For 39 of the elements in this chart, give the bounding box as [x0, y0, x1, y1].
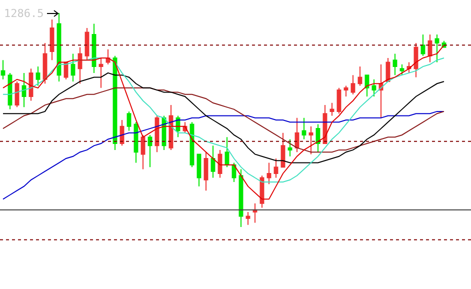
candlestick [308, 126, 314, 155]
candlestick [22, 72, 26, 108]
candlestick [0, 60, 6, 80]
candlestick [238, 168, 244, 228]
candlestick [428, 34, 432, 63]
candlestick [330, 102, 334, 116]
candlestick [148, 134, 152, 168]
candlestick [78, 46, 82, 84]
candlestick [302, 117, 306, 140]
candlestick [246, 211, 250, 226]
candlestick [126, 110, 132, 132]
candlestick [36, 66, 40, 86]
candlestick [294, 117, 300, 153]
candlestick [196, 154, 202, 187]
candlestick [42, 42, 48, 84]
candlestick [106, 48, 110, 65]
candlestick [400, 64, 404, 76]
candlestick [280, 132, 286, 168]
candlestick [274, 158, 278, 178]
candlestick [372, 78, 376, 97]
candlestick [50, 18, 54, 61]
candlestick [210, 145, 216, 178]
candlestick [70, 53, 76, 82]
candlestick [266, 162, 272, 185]
candlestick [336, 87, 342, 114]
candlestick [392, 53, 398, 76]
candlestick [224, 136, 230, 168]
candlestick [434, 34, 440, 63]
candlestick [344, 85, 348, 97]
candlestick [92, 23, 96, 74]
candlestick [204, 152, 208, 192]
candlestick [288, 138, 292, 157]
candlestick [350, 74, 356, 95]
candlestick [98, 57, 104, 88]
candlestick [358, 66, 362, 86]
candlestick [420, 34, 426, 56]
candlestick [84, 28, 90, 61]
candlestick [378, 64, 384, 118]
candlestick [140, 134, 146, 170]
